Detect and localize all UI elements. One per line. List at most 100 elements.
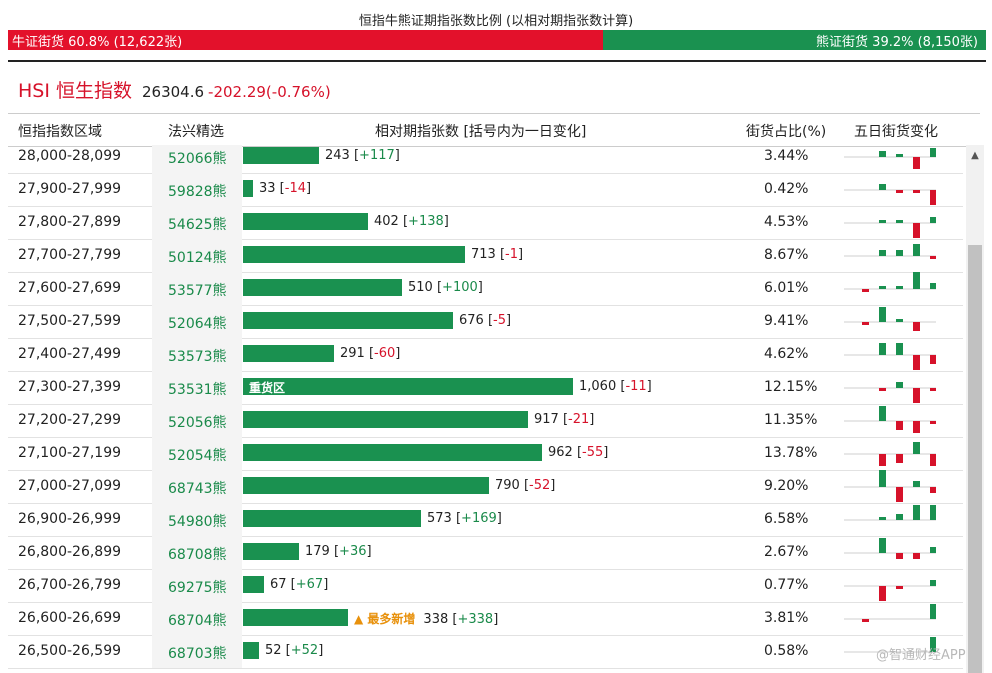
warrant-code-link[interactable]: 53531熊 <box>152 371 242 404</box>
contracts-count: 67 <box>270 577 287 592</box>
five-day-sparkline <box>844 343 936 370</box>
table-body[interactable]: 28,000-28,099 52066熊 243 [+117] 3.44% 27,900… <box>8 145 963 673</box>
warrant-code-link[interactable]: 52056熊 <box>152 404 242 437</box>
table-row[interactable]: 27,400-27,499 53573熊 291 [-60] 4.62% <box>8 338 963 372</box>
warrant-code-link[interactable]: 68704熊 <box>152 602 242 635</box>
sparkline-bar <box>930 487 936 493</box>
sparkline-bar <box>862 289 869 292</box>
daily-change: +100 <box>442 280 478 295</box>
table-row[interactable]: 28,000-28,099 52066熊 243 [+117] 3.44% <box>8 145 963 174</box>
warrant-code-link[interactable]: 53577熊 <box>152 272 242 305</box>
range-cell: 26,500-26,599 <box>18 643 122 659</box>
contracts-bar <box>243 444 542 461</box>
contracts-value: 67 [+67] <box>270 577 329 592</box>
table-row[interactable]: 27,700-27,799 50124熊 713 [-1] 8.67% <box>8 239 963 273</box>
contracts-count: 52 <box>265 643 282 658</box>
warrant-code-link[interactable]: 52064熊 <box>152 305 242 338</box>
share-pct-cell: 3.44% <box>764 148 809 164</box>
share-pct-cell: 9.41% <box>764 313 809 329</box>
column-header-contracts: 相对期指张数 [括号内为一日变化] <box>375 124 587 140</box>
five-day-sparkline <box>844 406 936 433</box>
sparkline-bar <box>896 586 903 589</box>
contracts-cell: 33 [-14] <box>243 173 713 206</box>
range-cell: 28,000-28,099 <box>18 148 122 164</box>
scroll-thumb[interactable] <box>968 245 982 673</box>
table-row[interactable]: 26,700-26,799 69275熊 67 [+67] 0.77% <box>8 569 963 603</box>
sparkline-bar <box>930 637 936 652</box>
warrant-code-link[interactable]: 68743熊 <box>152 470 242 503</box>
contracts-value: 291 [-60] <box>340 346 401 361</box>
table-row[interactable]: 27,000-27,099 68743熊 790 [-52] 9.20% <box>8 470 963 504</box>
share-pct-cell: 0.42% <box>764 181 809 197</box>
scroll-up-icon[interactable]: ▲ <box>971 150 979 161</box>
share-pct-cell: 4.53% <box>764 214 809 230</box>
contracts-value: 510 [+100] <box>408 280 483 295</box>
contracts-count: 291 <box>340 346 365 361</box>
sparkline-bar <box>896 319 903 322</box>
range-cell: 27,600-27,699 <box>18 280 122 296</box>
five-day-sparkline <box>844 184 936 205</box>
contracts-count: 676 <box>459 313 484 328</box>
table-row[interactable]: 26,900-26,999 54980熊 573 [+169] 6.58% <box>8 503 963 537</box>
table-header: 恒指指数区域 法兴精选 相对期指张数 [括号内为一日变化] 街货占比(%) 五日… <box>8 113 980 147</box>
scrollbar[interactable]: ▲ <box>966 145 984 673</box>
sparkline-bar <box>930 580 936 586</box>
table-row[interactable]: 26,500-26,599 68703熊 52 [+52] 0.58% <box>8 635 963 669</box>
warrant-code-link[interactable]: 68703熊 <box>152 635 242 668</box>
share-pct-cell: 8.67% <box>764 247 809 263</box>
contracts-bar <box>243 609 348 626</box>
index-value: 26304.6 <box>142 83 205 101</box>
contracts-value: 33 [-14] <box>259 181 312 196</box>
contracts-value: 573 [+169] <box>427 511 502 526</box>
range-cell: 26,900-26,999 <box>18 511 122 527</box>
table-row[interactable]: 27,300-27,399 53531熊 重货区 1,060 [-11] 12.15% <box>8 371 963 405</box>
table-row[interactable]: 27,600-27,699 53577熊 510 [+100] 6.01% <box>8 272 963 306</box>
warrant-code-link[interactable]: 69275熊 <box>152 569 242 602</box>
index-quote: HSI 恒生指数 26304.6 -202.29(-0.76%) <box>18 76 331 103</box>
contracts-count: 1,060 <box>579 379 617 394</box>
table-row[interactable]: 27,900-27,999 59828熊 33 [-14] 0.42% <box>8 173 963 207</box>
warrant-code-link[interactable]: 54980熊 <box>152 503 242 536</box>
five-day-sparkline <box>844 217 936 238</box>
sparkline-bar <box>913 553 920 559</box>
sparkline-bar <box>879 517 886 520</box>
sparkline-bar <box>879 184 886 190</box>
table-row[interactable]: 26,600-26,699 68704熊 ▲ 最多新增 338 [+338] 3.81% <box>8 602 963 636</box>
contracts-bar <box>243 510 421 527</box>
sparkline-bar <box>862 322 869 325</box>
sparkline-bar <box>896 220 903 223</box>
daily-change: +52 <box>290 643 319 658</box>
heavy-zone-tag: 重货区 <box>249 381 286 395</box>
warrant-code-link[interactable]: 53573熊 <box>152 338 242 371</box>
warrant-code-link[interactable]: 54625熊 <box>152 206 242 239</box>
contracts-count: 33 <box>259 181 276 196</box>
warrant-code-link[interactable]: 68708熊 <box>152 536 242 569</box>
warrant-code-link[interactable]: 52066熊 <box>152 145 242 173</box>
contracts-bar <box>243 411 528 428</box>
warrant-code-link[interactable]: 52054熊 <box>152 437 242 470</box>
warrant-code-link[interactable]: 59828熊 <box>152 173 242 206</box>
share-pct-cell: 6.58% <box>764 511 809 527</box>
contracts-value: 962 [-55] <box>548 445 609 460</box>
five-day-sparkline <box>844 470 936 502</box>
contracts-value: 52 [+52] <box>265 643 324 658</box>
sparkline-bar <box>896 382 903 388</box>
sparkline-bar <box>879 220 886 223</box>
bull-ratio-label: 牛证街货 60.8% (12,622张) <box>12 34 183 50</box>
table-row[interactable]: 26,800-26,899 68708熊 179 [+36] 2.67% <box>8 536 963 570</box>
sparkline-bar <box>896 454 903 463</box>
warrant-code-link[interactable]: 50124熊 <box>152 239 242 272</box>
contracts-cell: ▲ 最多新增 338 [+338] <box>243 602 713 635</box>
table-row[interactable]: 27,200-27,299 52056熊 917 [-21] 11.35% <box>8 404 963 438</box>
sparkline-bar <box>879 343 886 355</box>
table-row[interactable]: 27,500-27,599 52064熊 676 [-5] 9.41% <box>8 305 963 339</box>
column-header-range: 恒指指数区域 <box>18 124 102 140</box>
contracts-bar <box>243 180 253 197</box>
range-cell: 27,800-27,899 <box>18 214 122 230</box>
contracts-value: 179 [+36] <box>305 544 372 559</box>
index-name: HSI 恒生指数 <box>18 80 132 102</box>
contracts-bar <box>243 312 453 329</box>
table-row[interactable]: 27,800-27,899 54625熊 402 [+138] 4.53% <box>8 206 963 240</box>
table-row[interactable]: 27,100-27,199 52054熊 962 [-55] 13.78% <box>8 437 963 471</box>
sparkline-bar <box>896 343 903 355</box>
